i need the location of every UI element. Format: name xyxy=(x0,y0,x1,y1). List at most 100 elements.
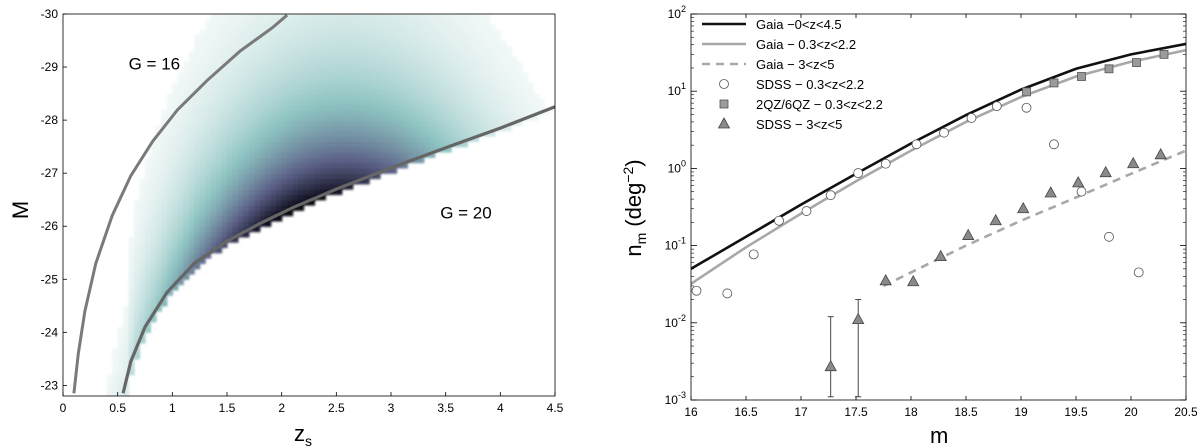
heatmap-cell xyxy=(401,130,408,137)
legend-label: Gaia − 3<z<5 xyxy=(756,57,834,72)
heatmap-cell xyxy=(270,72,277,79)
heatmap-cell xyxy=(221,14,228,20)
heatmap-cell xyxy=(336,82,343,89)
heatmap-cell xyxy=(456,82,463,89)
heatmap-cell xyxy=(505,98,512,105)
heatmap-cell xyxy=(265,130,272,137)
heatmap-cell xyxy=(347,178,354,185)
heatmap-cell xyxy=(401,114,408,121)
heatmap-cell xyxy=(254,82,261,89)
heatmap-cell xyxy=(314,72,321,79)
heatmap-cell xyxy=(500,67,507,73)
heatmap-cell xyxy=(194,157,201,164)
heatmap-cell xyxy=(227,178,234,185)
y-tick-base: 10 xyxy=(665,316,679,330)
heatmap-cell xyxy=(183,162,190,169)
heatmap-cell xyxy=(456,109,463,116)
heatmap-cell xyxy=(210,98,217,105)
heatmap-cell xyxy=(205,35,212,42)
heatmap-cell xyxy=(276,109,283,116)
heatmap-cell xyxy=(494,88,501,95)
heatmap-cell xyxy=(445,104,452,111)
heatmap-cell xyxy=(265,98,272,105)
heatmap-cell xyxy=(483,104,490,111)
heatmap-cell xyxy=(374,114,381,121)
sdss-low-z-point xyxy=(911,139,922,150)
heatmap-cell xyxy=(161,231,168,238)
heatmap-cell xyxy=(347,151,354,158)
heatmap-cell xyxy=(161,173,168,180)
heatmap-cell xyxy=(407,93,414,100)
heatmap-cell xyxy=(456,45,463,52)
heatmap-cell xyxy=(374,173,381,180)
heatmap-cell xyxy=(385,151,392,158)
heatmap-cell xyxy=(259,157,266,164)
heatmap-cell xyxy=(330,136,337,142)
heatmap-cell xyxy=(205,162,212,169)
heatmap-cell xyxy=(177,125,184,132)
heatmap-cell xyxy=(177,242,184,249)
heatmap-cell xyxy=(363,14,370,20)
heatmap-cell xyxy=(391,51,398,58)
heatmap-cell xyxy=(358,114,365,121)
heatmap-cell xyxy=(183,114,190,121)
right-x-tick-label: 17 xyxy=(794,405,808,419)
heatmap-cell xyxy=(467,40,474,47)
heatmap-cell xyxy=(396,104,403,111)
heatmap-cell xyxy=(336,104,343,111)
heatmap-cell xyxy=(237,205,244,211)
heatmap-cell xyxy=(117,385,124,392)
heatmap-cell xyxy=(456,19,463,26)
heatmap-cell xyxy=(232,162,239,169)
heatmap-cell xyxy=(210,14,217,20)
heatmap-cell xyxy=(336,45,343,52)
heatmap-cell xyxy=(363,146,370,153)
heatmap-cell xyxy=(259,88,266,95)
heatmap-cell xyxy=(363,29,370,36)
heatmap-cell xyxy=(134,279,141,286)
heatmap-cell xyxy=(232,167,239,174)
heatmap-cell xyxy=(341,109,348,116)
heatmap-cell xyxy=(363,136,370,142)
heatmap-cell xyxy=(161,199,168,206)
heatmap-cell xyxy=(429,14,436,20)
heatmap-cell xyxy=(330,35,337,42)
heatmap-cell xyxy=(369,114,376,121)
heatmap-cell xyxy=(478,56,485,63)
heatmap-cell xyxy=(489,40,496,47)
heatmap-cell xyxy=(237,215,244,222)
heatmap-cell xyxy=(216,82,223,89)
heatmap-cell xyxy=(347,82,354,89)
heatmap-cell xyxy=(473,130,480,137)
heatmap-cell xyxy=(199,61,206,68)
heatmap-cell xyxy=(194,114,201,121)
heatmap-cell xyxy=(210,51,217,58)
heatmap-cell xyxy=(194,194,201,201)
heatmap-cell xyxy=(309,157,316,164)
heatmap-cell xyxy=(172,258,179,264)
heatmap-cell xyxy=(292,88,299,95)
heatmap-cell xyxy=(358,146,365,153)
heatmap-cell xyxy=(314,130,321,137)
heatmap-cell xyxy=(319,61,326,68)
heatmap-cell xyxy=(385,40,392,47)
heatmap-cell xyxy=(473,61,480,68)
heatmap-cell xyxy=(429,141,436,148)
heatmap-cell xyxy=(473,104,480,111)
heatmap-cell xyxy=(243,88,250,95)
heatmap-cell xyxy=(374,19,381,26)
heatmap-cell xyxy=(227,157,234,164)
heatmap-cell xyxy=(423,130,430,137)
heatmap-cell xyxy=(396,82,403,89)
heatmap-cell xyxy=(473,93,480,100)
heatmap-cell xyxy=(210,19,217,26)
heatmap-cell xyxy=(330,61,337,68)
heatmap-cell xyxy=(352,136,359,142)
heatmap-cell xyxy=(210,205,217,211)
heatmap-cell xyxy=(292,189,299,195)
heatmap-cell xyxy=(483,88,490,95)
heatmap-cell xyxy=(292,56,299,63)
heatmap-cell xyxy=(221,151,228,158)
heatmap-cell xyxy=(287,67,294,73)
heatmap-cell xyxy=(440,51,447,58)
